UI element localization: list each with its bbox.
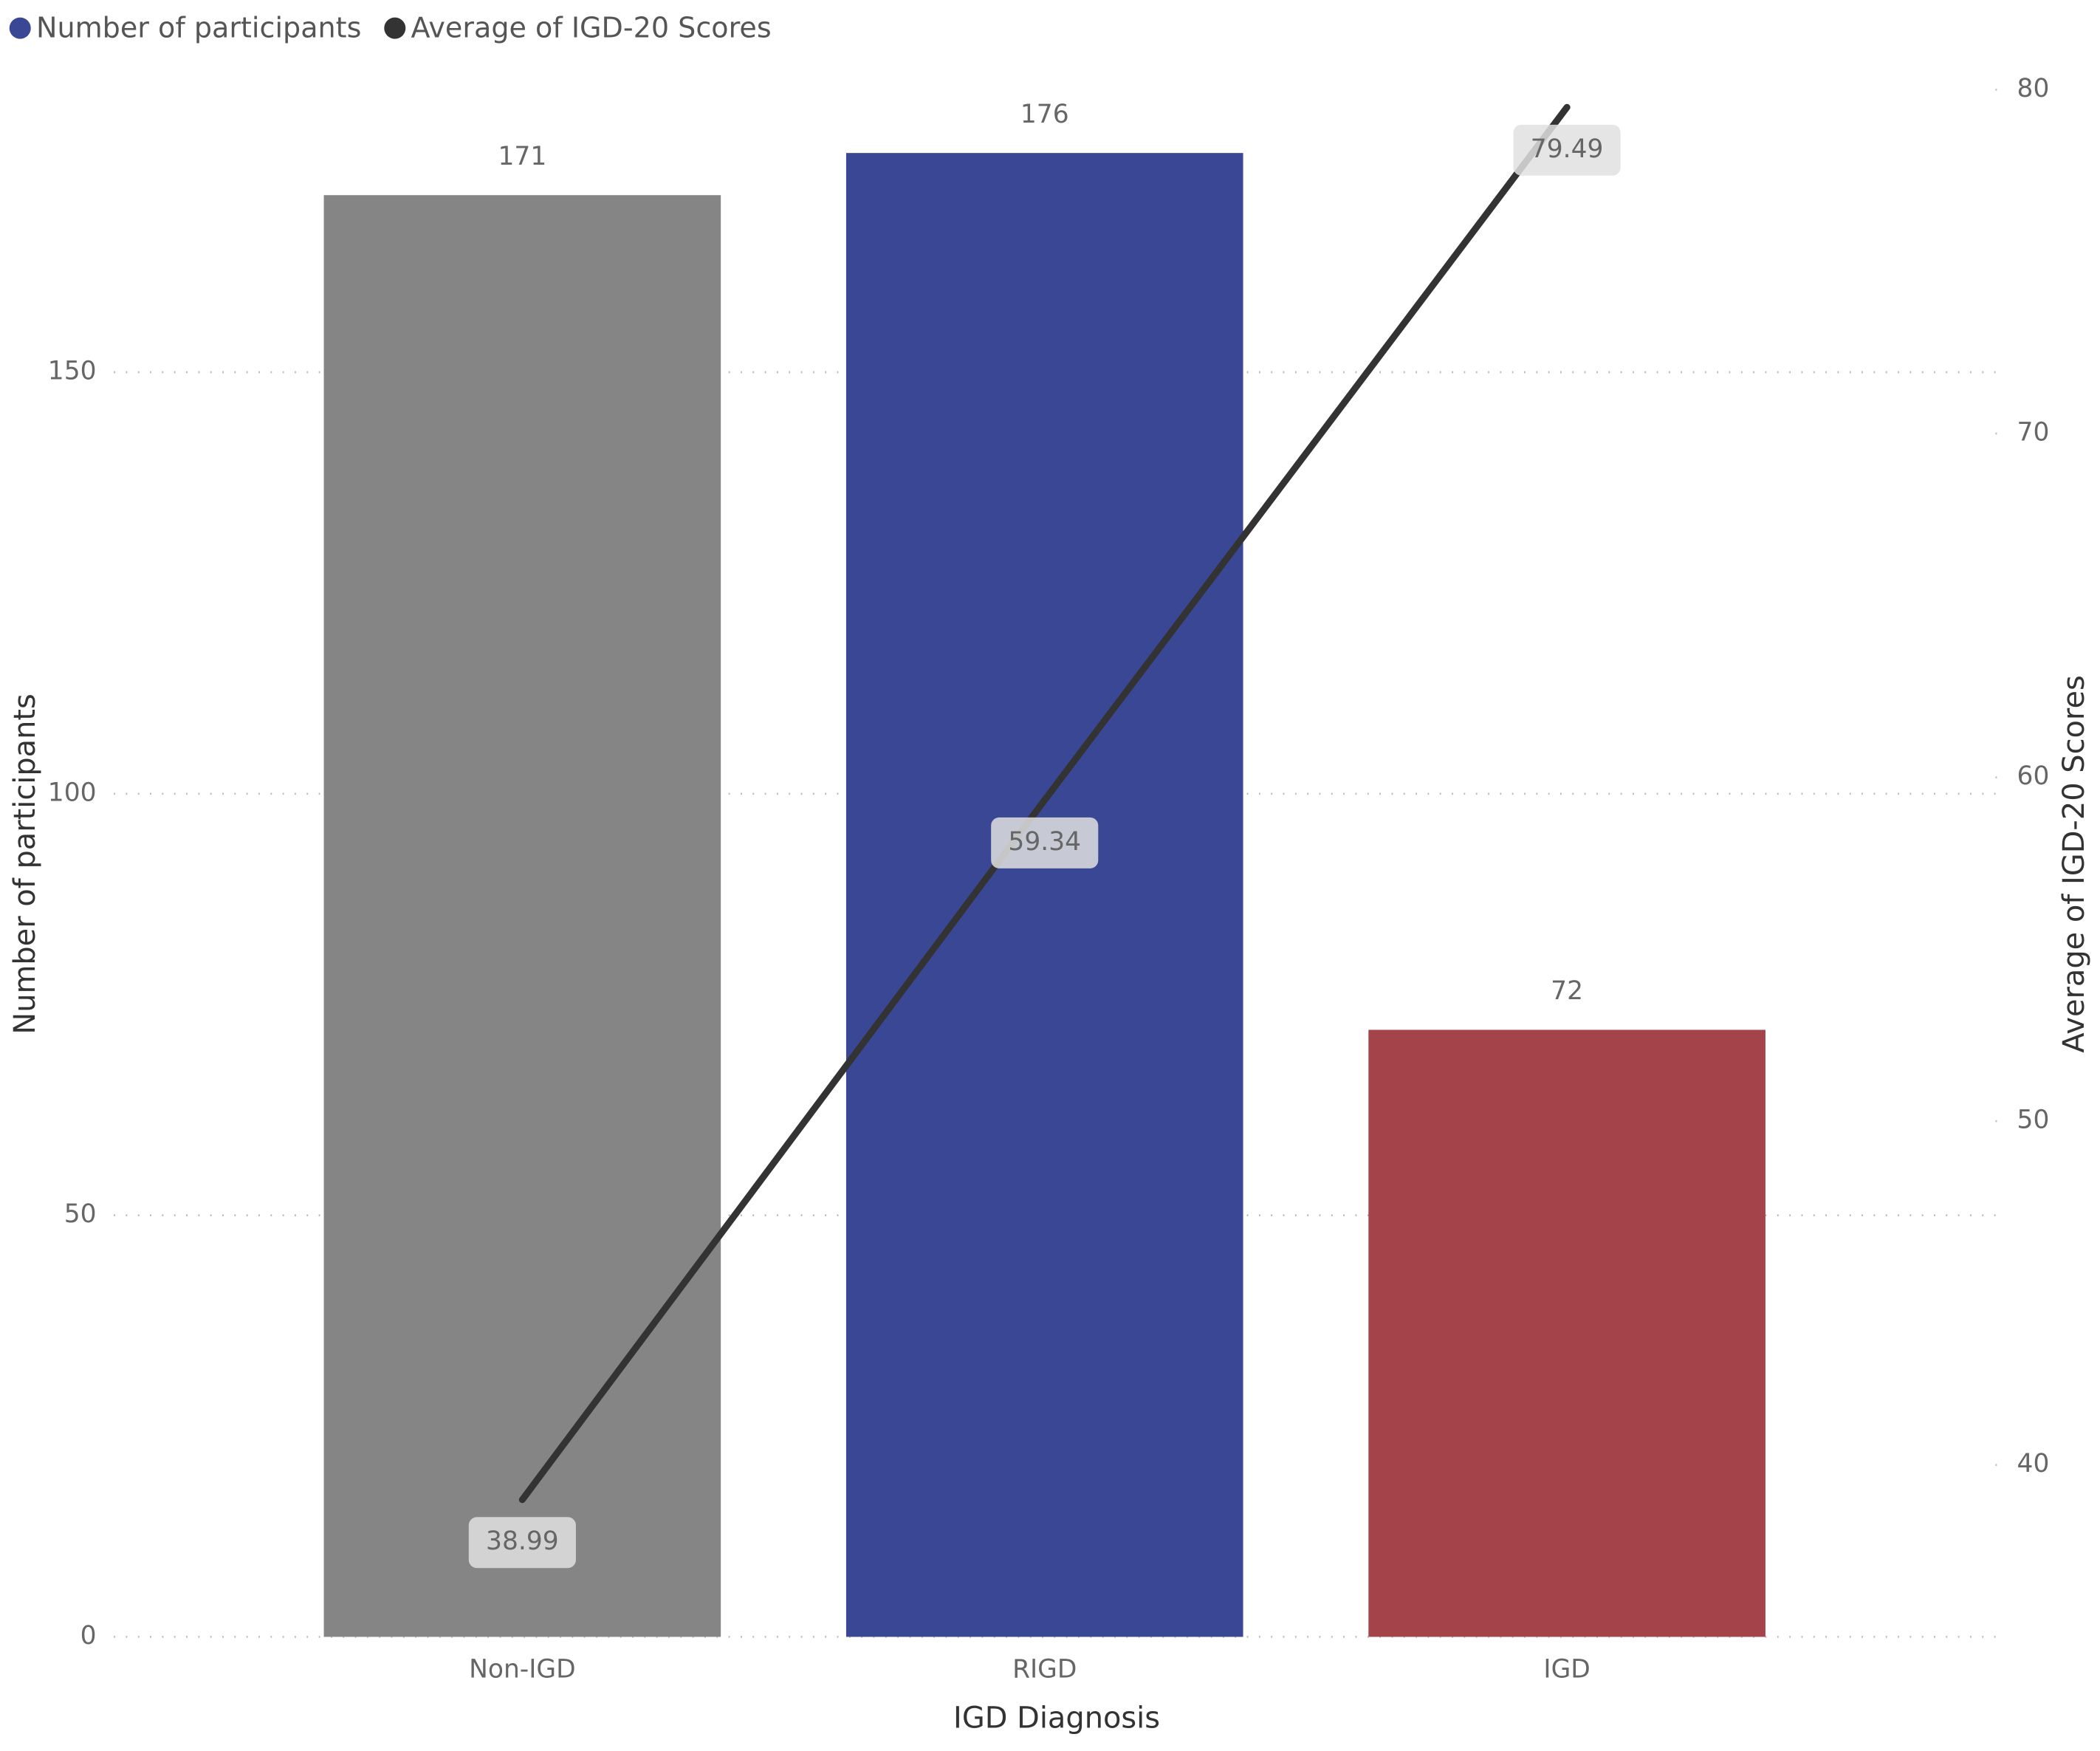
y-tick-label: 50	[64, 1199, 97, 1229]
y-tick-label: 100	[48, 778, 97, 807]
y2-tick-label: 40	[2017, 1449, 2050, 1478]
y2-tick-label: 60	[2017, 761, 2050, 791]
x-axis-title: IGD Diagnosis	[953, 1701, 1160, 1735]
bar	[323, 195, 721, 1637]
legend-marker	[9, 17, 31, 39]
legend-label: Number of participants	[36, 11, 361, 44]
data-label: 171	[498, 142, 546, 171]
data-label: 79.49	[1531, 134, 1604, 164]
bar	[1368, 1029, 1766, 1637]
data-label-box	[991, 817, 1099, 868]
x-tick-label: RIGD	[1012, 1654, 1077, 1684]
y2-tick-label: 80	[2017, 74, 2050, 103]
y2-tick-label: 50	[2017, 1106, 2050, 1135]
line	[518, 103, 1571, 1504]
x-tick-label: Non-IGD	[469, 1654, 576, 1684]
data-label: 72	[1551, 976, 1583, 1006]
y-tick-label: 0	[80, 1621, 97, 1651]
y2-axis-title: Average of IGD-20 Scores	[2057, 675, 2091, 1052]
y-tick-label: 150	[48, 356, 97, 386]
y2-tick-label: 70	[2017, 418, 2050, 448]
y-axis-title: Number of participants	[8, 693, 42, 1034]
data-label: 38.99	[486, 1526, 559, 1556]
x-tick-label: IGD	[1543, 1654, 1590, 1684]
data-label: 176	[1020, 100, 1069, 129]
legend-label: Average of IGD-20 Scores	[411, 11, 772, 44]
data-label-box	[468, 1517, 576, 1569]
legend-marker	[384, 17, 406, 39]
data-label: 59.34	[1008, 827, 1081, 857]
bar	[845, 153, 1243, 1637]
data-label-box	[1513, 124, 1621, 176]
